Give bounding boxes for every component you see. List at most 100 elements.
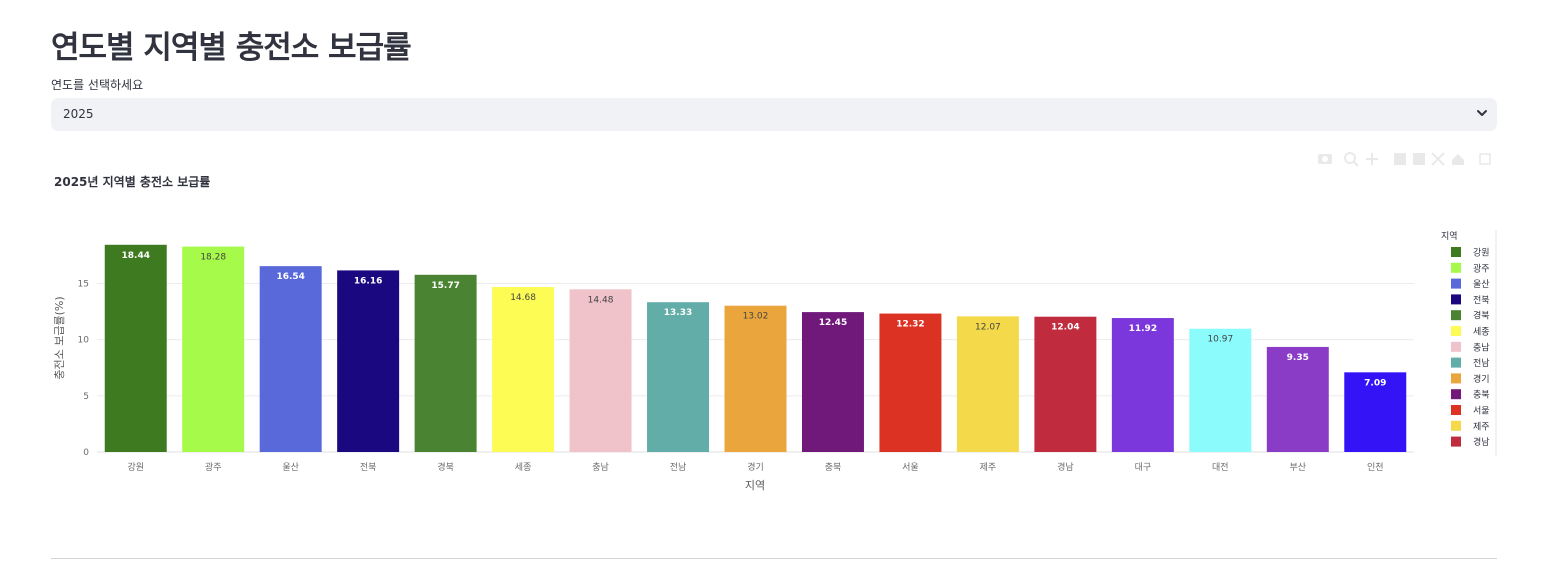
reset-axes-icon[interactable] xyxy=(1452,154,1464,165)
x-tick-label: 대전 xyxy=(1212,462,1229,473)
camera-icon[interactable] xyxy=(1318,154,1332,164)
legend-entry[interactable]: 세종 xyxy=(1473,327,1490,338)
bar-value-label: 13.33 xyxy=(664,308,692,318)
legend-entry[interactable]: 경남 xyxy=(1473,436,1490,448)
y-axis-label: 충전소 보급률(%) xyxy=(53,296,66,379)
bar-value-label: 18.28 xyxy=(200,253,226,263)
x-tick-label: 충남 xyxy=(592,462,609,473)
legend-entry[interactable]: 충남 xyxy=(1473,342,1490,353)
bar[interactable] xyxy=(724,305,787,452)
bar[interactable] xyxy=(182,246,245,452)
legend-swatch[interactable] xyxy=(1451,247,1461,257)
bar-value-label: 12.04 xyxy=(1051,323,1079,333)
autoscale-icon[interactable] xyxy=(1431,152,1445,166)
bar-value-label: 14.68 xyxy=(510,293,536,303)
bar-value-label: 12.07 xyxy=(975,322,1001,332)
chevron-down-icon xyxy=(1477,110,1487,116)
y-tick-label: 10 xyxy=(78,336,90,346)
legend-swatch[interactable] xyxy=(1451,294,1461,305)
bar[interactable] xyxy=(801,312,864,452)
zoom-out-icon[interactable] xyxy=(1413,153,1425,165)
bar[interactable] xyxy=(1034,316,1097,452)
legend-entry[interactable]: 서울 xyxy=(1473,406,1490,417)
legend-entry[interactable]: 전북 xyxy=(1473,295,1490,306)
x-tick-label: 경기 xyxy=(747,461,764,473)
year-select-value: 2025 xyxy=(63,107,94,121)
x-axis-ticks: 강원 광주 울산 전북 경북 세종 충남 전남 경기 충북 서울 제주 경남 대구 대전 부산 인천 xyxy=(127,461,1383,473)
bar-value-label: 14.48 xyxy=(588,295,614,305)
legend-swatch[interactable] xyxy=(1451,373,1461,384)
page-title: 연도별 지역별 충전소 보급률 xyxy=(51,30,412,66)
legend-swatch[interactable] xyxy=(1451,405,1461,415)
x-tick-label: 충북 xyxy=(825,462,842,473)
legend-swatch[interactable] xyxy=(1451,326,1461,336)
x-tick-label: 경북 xyxy=(437,461,454,473)
x-tick-label: 인천 xyxy=(1367,462,1384,473)
bar[interactable] xyxy=(1111,318,1174,452)
legend-entry[interactable]: 울산 xyxy=(1473,279,1490,290)
bar-value-label: 7.09 xyxy=(1364,378,1386,388)
legend-entry[interactable]: 전남 xyxy=(1473,358,1490,369)
bar-value-label: 16.54 xyxy=(276,272,304,282)
plotly-logo-icon[interactable] xyxy=(1479,153,1491,165)
legend-swatch[interactable] xyxy=(1451,278,1461,289)
bar[interactable] xyxy=(1344,372,1407,452)
bar[interactable] xyxy=(104,244,167,452)
legend-entry[interactable]: 광주 xyxy=(1473,262,1490,274)
y-tick-label: 0 xyxy=(83,448,89,458)
legend-swatch[interactable] xyxy=(1451,310,1461,321)
x-tick-label: 부산 xyxy=(1290,462,1307,473)
x-tick-label: 세종 xyxy=(515,462,532,473)
bar[interactable] xyxy=(647,302,710,452)
legend-swatch[interactable] xyxy=(1451,389,1461,400)
bar[interactable] xyxy=(569,289,632,452)
y-tick-label: 5 xyxy=(83,392,89,402)
bar-chart: 2025년 지역별 충전소 보급률 18.44 18.28 16.54 16.16 15… xyxy=(53,174,1497,492)
bars: 18.44 18.28 16.54 16.16 15.77 14.68 14.48 13.33… xyxy=(104,244,1407,452)
chart-modebar xyxy=(1318,152,1491,167)
bar[interactable] xyxy=(414,274,477,452)
legend-swatch[interactable] xyxy=(1451,436,1461,447)
legend-entry[interactable]: 경북 xyxy=(1473,310,1490,322)
bar-value-label: 13.02 xyxy=(743,312,769,322)
pan-icon[interactable] xyxy=(1366,153,1378,165)
legend-swatch[interactable] xyxy=(1451,420,1461,431)
bar[interactable] xyxy=(1189,328,1252,452)
zoom-icon[interactable] xyxy=(1344,152,1359,167)
bar-value-label: 16.16 xyxy=(354,276,382,286)
legend-entry[interactable]: 충북 xyxy=(1473,390,1490,401)
bar[interactable] xyxy=(1266,346,1329,452)
x-tick-label: 강원 xyxy=(127,462,144,473)
legend-entry[interactable]: 강원 xyxy=(1473,248,1490,259)
x-tick-label: 경남 xyxy=(1057,461,1074,473)
legend-swatch[interactable] xyxy=(1451,357,1461,368)
bar[interactable] xyxy=(259,266,322,452)
bar-value-label: 10.97 xyxy=(1207,335,1233,345)
bar[interactable] xyxy=(492,287,555,452)
x-axis-label: 지역 xyxy=(745,479,765,492)
bar[interactable] xyxy=(337,270,400,452)
bar[interactable] xyxy=(879,313,942,452)
y-tick-label: 15 xyxy=(78,279,89,289)
x-tick-label: 울산 xyxy=(282,462,299,473)
x-tick-label: 전남 xyxy=(670,462,687,473)
x-tick-label: 광주 xyxy=(205,461,222,473)
year-select[interactable]: 2025 xyxy=(51,98,1497,131)
zoom-in-icon[interactable] xyxy=(1394,153,1406,165)
bar-value-label: 11.92 xyxy=(1129,324,1157,334)
legend-title: 지역 xyxy=(1441,231,1458,242)
bar-value-label: 12.45 xyxy=(819,318,847,328)
bar-value-label: 9.35 xyxy=(1287,353,1309,363)
year-select-label: 연도를 선택하세요 xyxy=(51,78,144,92)
bar[interactable] xyxy=(956,316,1019,452)
legend-entry[interactable]: 제주 xyxy=(1473,421,1490,432)
legend-swatch[interactable] xyxy=(1451,341,1461,352)
divider xyxy=(51,558,1497,559)
x-tick-label: 제주 xyxy=(980,462,997,473)
y-axis-ticks: 0 5 10 15 xyxy=(78,279,90,458)
legend-entry[interactable]: 경기 xyxy=(1473,373,1490,385)
legend-swatch[interactable] xyxy=(1451,262,1461,273)
bar-value-label: 15.77 xyxy=(431,281,459,291)
